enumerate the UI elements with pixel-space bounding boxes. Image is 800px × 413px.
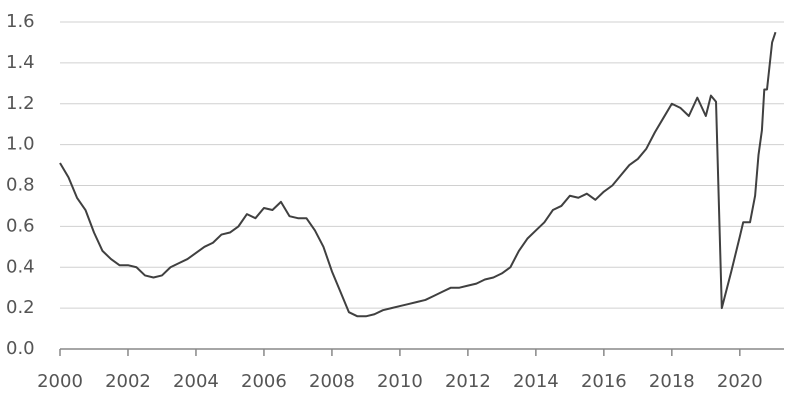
- x-tick-label: 2002: [105, 371, 151, 392]
- y-tick-label: 0.8: [6, 175, 35, 196]
- x-tick-label: 2000: [37, 371, 83, 392]
- x-tick-label: 2018: [649, 371, 695, 392]
- y-tick-label: 1.4: [6, 52, 35, 73]
- x-tick-label: 2004: [173, 371, 219, 392]
- x-tick-label: 2008: [309, 371, 355, 392]
- x-tick-label: 2020: [717, 371, 763, 392]
- x-tick-label: 2012: [445, 371, 491, 392]
- x-tick-label: 2014: [513, 371, 559, 392]
- data-line: [59, 31, 777, 318]
- y-tick-label: 0.2: [6, 297, 35, 318]
- x-tick-label: 2010: [377, 371, 423, 392]
- y-tick-label: 0.4: [6, 256, 35, 277]
- y-tick-label: 1.6: [6, 11, 35, 32]
- y-tick-label: 1.0: [6, 134, 35, 155]
- x-tick-label: 2016: [581, 371, 627, 392]
- y-tick-label: 0.0: [6, 338, 35, 359]
- y-tick-label: 0.6: [6, 215, 35, 236]
- y-tick-label: 1.2: [6, 93, 35, 114]
- x-tick-label: 2006: [241, 371, 287, 392]
